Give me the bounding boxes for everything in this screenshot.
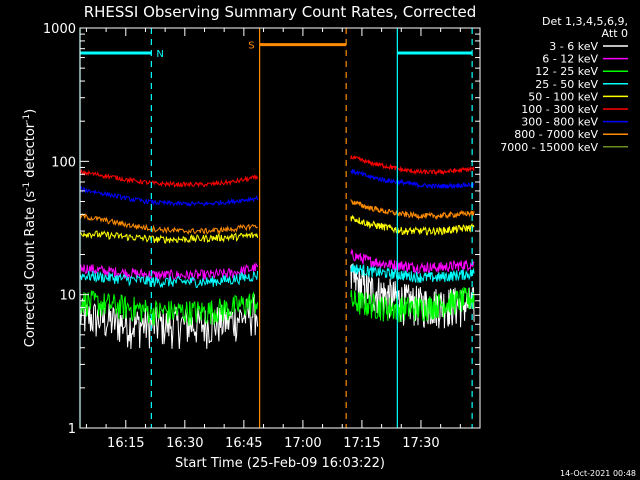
legend-label: 12 - 25 keV	[535, 65, 598, 78]
legend-label: 800 - 7000 keV	[514, 128, 598, 141]
series-line-25-50-kev-seg2	[350, 263, 475, 283]
x-tick-label: 17:00	[284, 436, 321, 451]
legend-label: 25 - 50 keV	[535, 78, 598, 91]
x-tick-label: 16:30	[166, 436, 203, 451]
y-axis-label: Corrected Count Rate (s-1 detector-1)	[22, 109, 38, 347]
series-line-12-25-kev-seg1	[79, 290, 259, 326]
x-tick-label: 16:15	[107, 436, 144, 451]
x-tick-label: 17:30	[402, 436, 439, 451]
legend-header-attenuator: Att 0	[602, 27, 628, 40]
series-line-100-300-kev-seg1	[79, 168, 259, 189]
series-line-12-25-kev-seg2	[350, 286, 475, 323]
series-line-25-50-kev-seg1	[79, 270, 259, 289]
series-line-300-800-kev-seg1	[79, 186, 259, 207]
legend-label: 50 - 100 keV	[528, 90, 598, 103]
legend-header-detectors: Det 1,3,4,5,6,9,	[542, 15, 628, 28]
annotation-label-s: S	[248, 41, 254, 52]
legend-label: 100 - 300 keV	[521, 103, 598, 116]
legend-label: 3 - 6 keV	[549, 40, 598, 53]
y-tick-label: 1	[68, 422, 76, 437]
x-axis-label: Start Time (25-Feb-09 16:03:22)	[175, 456, 385, 471]
plot-frame	[79, 27, 481, 429]
y-tick-label: 1000	[43, 22, 76, 37]
x-tick-label: 16:45	[225, 436, 262, 451]
axes: 1 10 100 1000 16:15 16:30 16:45 17:00 17:15 17:30	[43, 22, 481, 451]
series-line-50-100-kev-seg1	[79, 230, 259, 244]
series-line-800-7000-kev-seg2	[350, 199, 475, 221]
series-line-800-7000-kev-seg1	[79, 212, 259, 235]
legend-label: 300 - 800 keV	[521, 116, 598, 129]
footer-timestamp: 14-Oct-2021 00:48	[560, 469, 636, 478]
chart-title: RHESSI Observing Summary Count Rates, Co…	[84, 3, 477, 21]
plot-area: NS	[79, 28, 475, 428]
y-tick-label: 100	[51, 155, 76, 170]
legend-label: 7000 - 15000 keV	[500, 141, 598, 154]
series-line-300-800-kev-seg2	[350, 169, 475, 190]
series-line-100-300-kev-seg2	[350, 155, 475, 176]
series-line-6-12-kev-seg1	[79, 262, 259, 282]
y-tick-label: 10	[59, 289, 76, 304]
annotation-label-n: N	[156, 49, 163, 60]
series-line-50-100-kev-seg2	[350, 214, 475, 236]
x-tick-label: 17:15	[343, 436, 380, 451]
legend-label: 6 - 12 keV	[542, 53, 598, 66]
